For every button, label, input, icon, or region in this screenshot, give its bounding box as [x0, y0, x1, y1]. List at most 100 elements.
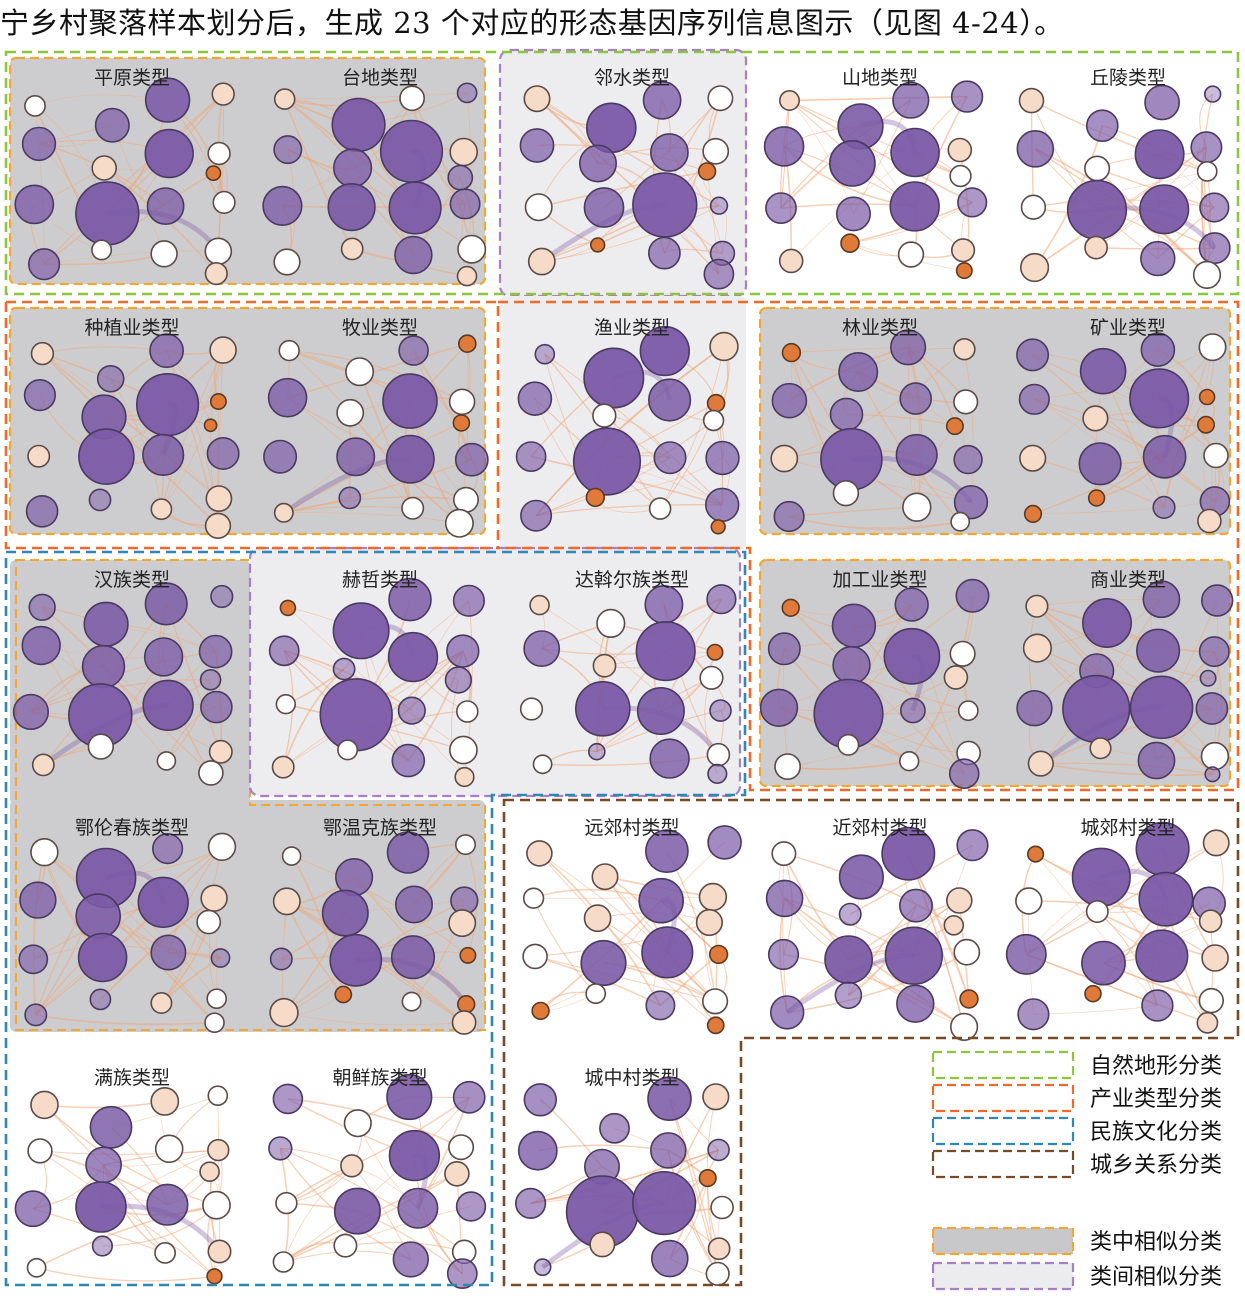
- gene-link: [43, 93, 224, 265]
- gene-node: [767, 938, 800, 971]
- gene-node: [765, 192, 797, 225]
- gene-node: [94, 107, 130, 143]
- gene-node: [1140, 332, 1176, 368]
- gene-node: [514, 1187, 547, 1219]
- legend-swatch: [931, 1226, 1075, 1256]
- legend-swatch: [931, 1149, 1075, 1179]
- gene-node: [390, 935, 436, 980]
- gene-node: [386, 1073, 433, 1121]
- gene-node: [1198, 232, 1231, 265]
- gene-node: [91, 1235, 113, 1257]
- gene-node: [456, 265, 478, 287]
- gene-link: [32, 852, 46, 1015]
- panel-title: 渔业类型: [594, 317, 670, 339]
- gene-network-panel: 邻水类型: [519, 67, 736, 290]
- gene-node: [211, 82, 235, 106]
- gene-node: [523, 1083, 557, 1117]
- gene-node: [448, 735, 478, 765]
- gene-network-panel: 矿业类型: [1016, 317, 1231, 534]
- gene-node: [12, 693, 49, 731]
- gene-node: [154, 1242, 177, 1264]
- gene-link: [535, 921, 710, 957]
- gene-network-panel: 台地类型: [262, 67, 487, 287]
- gene-node: [448, 1134, 475, 1161]
- gene-node: [702, 409, 725, 432]
- gene-node: [1141, 989, 1174, 1022]
- gene-node: [943, 914, 965, 936]
- gene-node: [150, 498, 173, 521]
- panel-title: 满族类型: [94, 1067, 170, 1089]
- gene-node: [452, 1080, 486, 1114]
- gene-link: [39, 1149, 219, 1155]
- gene-link: [35, 846, 223, 1016]
- gene-link: [283, 98, 353, 250]
- gene-node: [75, 181, 140, 246]
- gene-node: [199, 668, 222, 691]
- gene-node: [949, 1012, 979, 1042]
- gene-node: [956, 829, 989, 862]
- gene-node: [269, 997, 299, 1028]
- gene-node: [456, 82, 478, 104]
- panel-title: 达斡尔族类型: [575, 569, 689, 591]
- gene-node: [943, 665, 969, 690]
- gene-node: [30, 1090, 59, 1120]
- gene-node: [953, 938, 981, 966]
- gene-node: [448, 909, 477, 938]
- gene-link: [283, 1165, 353, 1263]
- gene-node: [532, 754, 553, 775]
- gene-node: [447, 164, 474, 191]
- gene-link: [43, 851, 216, 1024]
- gene-node: [948, 758, 980, 790]
- gene-node: [455, 1191, 487, 1222]
- gene-node: [835, 196, 871, 232]
- gene-node: [275, 693, 296, 715]
- gene-node: [1152, 495, 1176, 520]
- gene-node: [452, 584, 486, 617]
- gene-node: [706, 584, 737, 615]
- gene-node: [343, 1109, 372, 1138]
- gene-node: [834, 981, 863, 1010]
- gene-node: [1084, 984, 1102, 1003]
- gene-node: [210, 584, 234, 609]
- gene-node: [583, 904, 612, 933]
- gene-node: [268, 635, 300, 667]
- gene-node: [144, 128, 194, 179]
- gene-node: [451, 1010, 477, 1035]
- gene-node: [1017, 998, 1050, 1031]
- gene-link: [1032, 501, 1215, 515]
- gene-node: [267, 377, 308, 418]
- gene-link: [535, 504, 723, 517]
- gene-node: [647, 378, 692, 422]
- gene-node: [583, 187, 625, 228]
- gene-node: [526, 840, 553, 867]
- gene-link: [783, 953, 965, 1028]
- gene-node: [529, 594, 550, 616]
- gene-node: [142, 433, 185, 477]
- gene-node: [840, 233, 860, 253]
- gene-node: [1137, 741, 1176, 780]
- gene-node: [27, 248, 61, 281]
- figure-caption: 宁乡村聚落样本划分后，生成 23 个对应的形态基因序列信息图示（见图 4-24）…: [0, 6, 1064, 40]
- gene-node: [23, 379, 57, 412]
- gene-link: [659, 346, 725, 509]
- gene-node: [698, 1168, 717, 1188]
- gene-node: [262, 185, 303, 226]
- gene-node: [589, 1231, 616, 1258]
- gene-node: [199, 1161, 220, 1182]
- gene-node: [275, 1191, 298, 1215]
- gene-node: [392, 1241, 429, 1278]
- gene-node: [1198, 987, 1225, 1014]
- gene-node: [273, 135, 303, 165]
- gene-node: [527, 247, 556, 276]
- gene-node: [1201, 944, 1229, 972]
- gene-node: [900, 697, 926, 724]
- panel-title: 近郊村类型: [832, 817, 927, 839]
- gene-node: [517, 1130, 558, 1171]
- gene-node: [144, 77, 191, 123]
- gene-link: [787, 710, 969, 767]
- gene-node: [1019, 252, 1050, 283]
- gene-node: [26, 1257, 47, 1278]
- gene-node: [207, 1138, 230, 1162]
- gene-node: [709, 331, 739, 362]
- gene-link: [1025, 842, 1217, 956]
